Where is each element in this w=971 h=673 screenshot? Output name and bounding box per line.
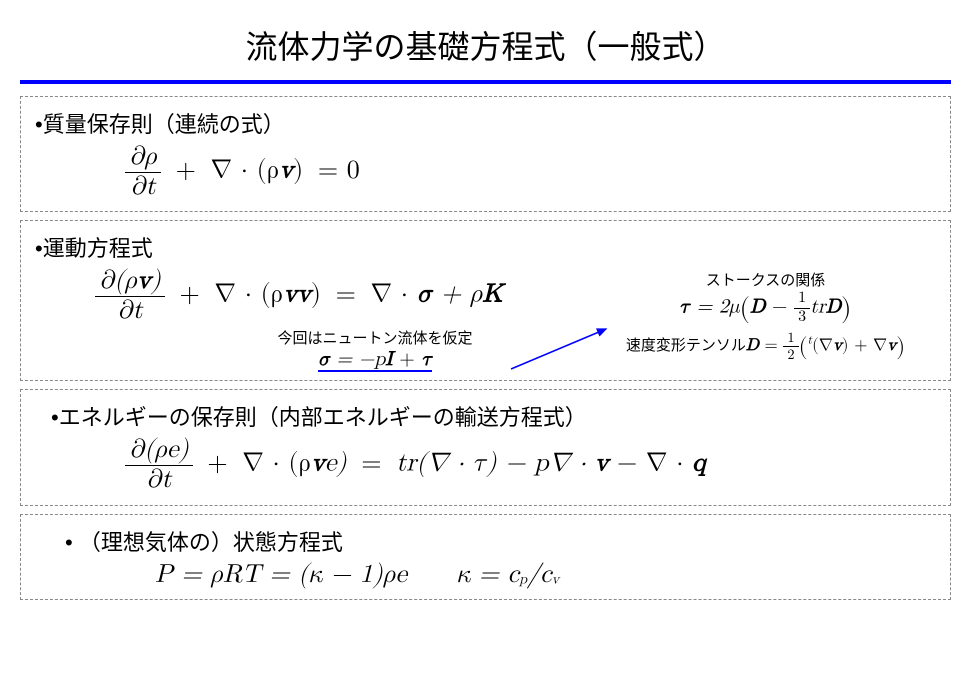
card-energy: •エネルギーの保存則（内部エネルギーの輸送方程式） ∂(ρe) ∂t + ∇ ·… [20, 389, 951, 505]
eq-momentum: ∂(ρv) ∂t + ∇ · (ρvv) = ∇ · σ + ρK [35, 267, 595, 325]
eq-sigma-underlined: σ = −pI + τ [318, 349, 432, 372]
slide-page: 流体力学の基礎方程式（一般式） •質量保存則（連続の式） ∂ρ ∂t + ∇ ·… [0, 0, 971, 673]
eq-energy-frac: ∂(ρe) ∂t [125, 436, 193, 494]
eq-sigma: σ = −pI + τ [155, 348, 595, 370]
card-momentum: •運動方程式 ∂(ρv) ∂t + ∇ · (ρvv) = ∇ · σ + ρK… [20, 220, 951, 381]
eq-mass: ∂ρ ∂t + ∇ · (ρv) = 0 [35, 143, 936, 201]
title-rule [20, 80, 951, 84]
label-mass: •質量保存則（連続の式） [35, 107, 936, 139]
label-stokes: ストークスの関係 [595, 269, 936, 290]
label-energy: •エネルギーの保存則（内部エネルギーの輸送方程式） [35, 400, 936, 432]
note-newtonian-block: 今回はニュートン流体を仮定 σ = −pI + τ [35, 327, 595, 370]
note-newtonian: 今回はニュートン流体を仮定 [155, 327, 595, 348]
eq-momentum-frac: ∂(ρv) ∂t [95, 267, 165, 325]
card-state: • （理想気体の）状態方程式 P = ρRT = (κ − 1)ρe κ = c… [20, 514, 951, 601]
eq-stokes: τ = 2μ(D − 13trD) [595, 290, 936, 326]
eq-state: P = ρRT = (κ − 1)ρe κ = cp/cv [35, 561, 936, 590]
eq-energy: ∂(ρe) ∂t + ∇ · (ρve) = tr(∇ · τ) − p∇ · … [35, 436, 936, 494]
label-state: • （理想気体の）状態方程式 [35, 525, 936, 557]
eq-deform: 速度変形テンソルD = 12(t(∇v) + ∇v) [595, 330, 936, 363]
card-mass: •質量保存則（連続の式） ∂ρ ∂t + ∇ · (ρv) = 0 [20, 96, 951, 212]
page-title: 流体力学の基礎方程式（一般式） [20, 0, 951, 80]
eq-mass-frac: ∂ρ ∂t [125, 143, 161, 201]
label-deform: 速度変形テンソル [626, 337, 746, 354]
label-momentum: •運動方程式 [35, 231, 936, 263]
